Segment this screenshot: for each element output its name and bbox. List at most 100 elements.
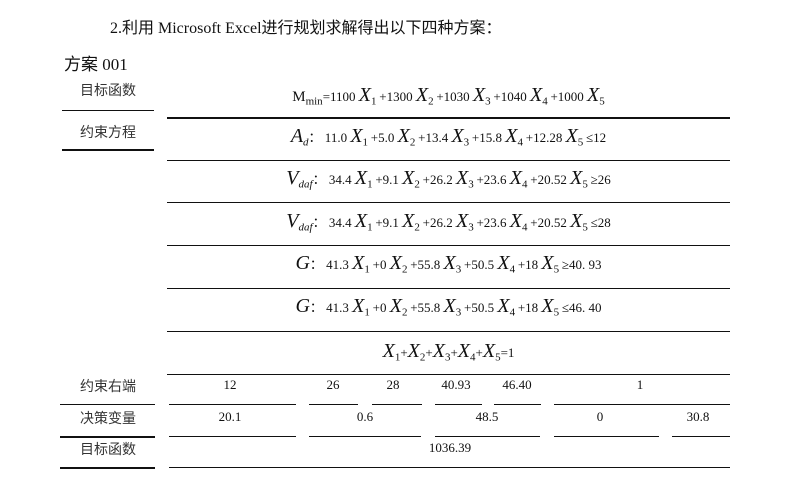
constraint-symbol: G	[295, 295, 310, 317]
cell-rule	[309, 404, 358, 405]
variable-index: 1	[362, 136, 371, 149]
decision-value: 0	[596, 409, 604, 424]
cell-rule	[494, 404, 541, 405]
cell-rule	[554, 436, 659, 437]
objective-value: 1036.39	[428, 440, 472, 455]
coefficient: +23.6	[476, 172, 510, 187]
variable: X	[402, 210, 415, 232]
constraint-symbol: V	[286, 210, 299, 232]
variable: X	[402, 167, 415, 189]
decision-value: 30.8	[686, 409, 710, 424]
variable-index: 5	[577, 136, 587, 149]
variable-index: 4	[522, 221, 531, 234]
coefficient: +20.52	[530, 172, 571, 187]
variable-index: 4	[509, 263, 518, 276]
cell-rule	[435, 436, 540, 437]
colon: ：	[312, 215, 329, 230]
variable-index: 5	[582, 178, 591, 191]
variable: X	[443, 295, 456, 317]
variable-index: 3	[463, 136, 472, 149]
coefficient: +12.28	[525, 130, 566, 145]
operator: +	[450, 345, 458, 360]
cell-rule	[435, 404, 482, 405]
constraint-relation: ≥40. 93	[561, 257, 602, 272]
variable: X	[451, 125, 464, 147]
rule	[167, 160, 730, 161]
variable-index: 3	[455, 263, 465, 276]
variable-index: 4	[517, 136, 526, 149]
variable-index: 3	[485, 95, 494, 108]
coefficient: 41.3	[326, 257, 353, 272]
coefficient: +0	[372, 257, 390, 272]
variable: X	[352, 252, 365, 274]
scheme-title: 方案 001	[64, 55, 128, 74]
coefficient: +5.0	[370, 130, 398, 145]
operator: +	[475, 345, 483, 360]
variable: X	[407, 340, 420, 362]
variable: X	[472, 84, 486, 106]
constraint-relation: ≥26	[590, 172, 611, 187]
rule	[62, 149, 154, 151]
cell-rule	[169, 404, 296, 405]
rhs-value: 12	[223, 377, 237, 392]
coefficient: +9.1	[375, 172, 403, 187]
variable-index: 1	[364, 306, 373, 319]
variable: X	[565, 125, 578, 147]
variable: X	[382, 340, 395, 362]
coefficient: 11.0	[324, 130, 351, 145]
rule	[167, 331, 730, 332]
variable: X	[570, 210, 583, 232]
section-heading: 2.利用 Microsoft Excel进行规划求解得出以下四种方案：	[110, 20, 502, 37]
colon: ：	[308, 130, 325, 145]
variable: X	[397, 125, 410, 147]
variable-index: 2	[409, 136, 419, 149]
constraint-relation: ≤46. 40	[561, 300, 602, 315]
cell-rule	[169, 467, 730, 468]
variable-index: 3	[468, 221, 477, 234]
variable-index: 1	[367, 178, 376, 191]
coefficient: 34.4	[328, 215, 355, 230]
label-objective-value: 目标函数	[80, 442, 136, 458]
sum-constraint: X1+X2+X3+X4+X5=1	[167, 340, 730, 364]
variable: X	[354, 167, 368, 189]
rule	[60, 436, 155, 438]
variable: X	[352, 295, 365, 317]
objective-subscript: min	[305, 95, 323, 108]
variable-index: 2	[414, 178, 423, 191]
variable-index: 3	[444, 351, 451, 364]
variable-index: 5	[495, 351, 501, 364]
variable: X	[389, 252, 402, 274]
rule	[167, 117, 730, 119]
constraint-equation: G： 41.3 X1 +0 X2 +55.8 X3 +50.5 X4 +18 X…	[167, 295, 730, 319]
variable-index: 5	[553, 263, 562, 276]
coefficient: 41.3	[326, 300, 353, 315]
coefficient: =1100	[322, 89, 359, 104]
constraint-relation: ≤12	[586, 130, 607, 145]
constraint-symbol: G	[295, 252, 310, 274]
constraint-subscript: daf	[298, 221, 313, 234]
decision-value: 48.5	[475, 409, 499, 424]
coefficient: +18	[517, 257, 542, 272]
coefficient: +50.5	[464, 300, 498, 315]
coefficient: +23.6	[476, 215, 510, 230]
variable: X	[541, 295, 554, 317]
cell-rule	[672, 436, 730, 437]
variable: X	[497, 252, 510, 274]
coefficient: +18	[517, 300, 542, 315]
variable-index: 1	[367, 221, 376, 234]
variable: X	[482, 340, 496, 362]
objective-symbol: M	[292, 89, 306, 105]
rhs-value: 28	[386, 377, 400, 392]
constraint-symbol: V	[286, 167, 299, 189]
variable-index: 2	[414, 221, 423, 234]
coefficient: +55.8	[410, 257, 444, 272]
variable: X	[415, 84, 429, 106]
constraint-equation: Vdaf： 34.4 X1 +9.1 X2 +26.2 X3 +23.6 X4 …	[167, 167, 730, 191]
coefficient: +9.1	[375, 215, 403, 230]
variable-index: 1	[364, 263, 373, 276]
variable-index: 4	[522, 178, 531, 191]
coefficient: +1040	[493, 89, 530, 104]
label-decision: 决策变量	[80, 411, 136, 427]
label-rhs: 约束右端	[80, 379, 136, 395]
variable: X	[505, 125, 518, 147]
